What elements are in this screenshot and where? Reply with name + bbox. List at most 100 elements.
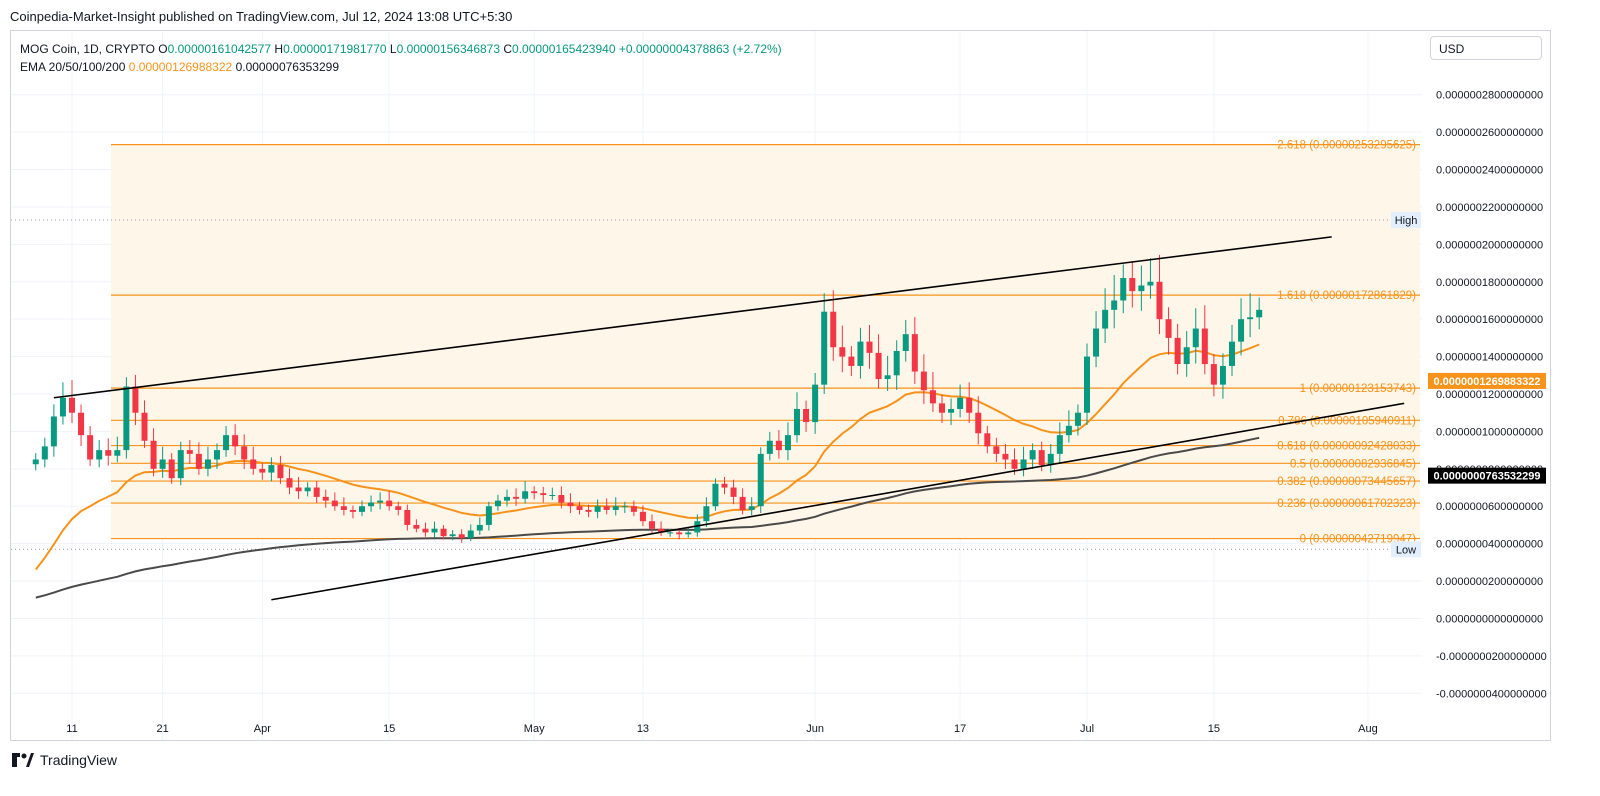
candle-body xyxy=(920,371,927,391)
candle-body xyxy=(232,435,239,447)
y-tick-label: 0.0000000000000000 xyxy=(1436,613,1543,625)
candle-body xyxy=(494,500,501,507)
candle-body xyxy=(721,483,728,488)
candle-body xyxy=(105,450,112,456)
close-label: C xyxy=(503,42,513,56)
candle-body xyxy=(939,403,945,413)
y-tick-label: 0.0000000600000000 xyxy=(1436,501,1543,513)
candle-body xyxy=(295,487,302,492)
y-tick-label: 0.0000002600000000 xyxy=(1436,127,1543,139)
candle-body xyxy=(1256,309,1263,318)
candle-body xyxy=(757,453,764,507)
candle-body xyxy=(857,341,864,366)
symbol-label[interactable]: MOG Coin, 1D, CRYPTO xyxy=(20,42,155,56)
candle-body xyxy=(1093,328,1100,357)
candle-body xyxy=(69,397,75,413)
candle-body xyxy=(540,493,547,496)
candle-body xyxy=(1084,356,1090,413)
candle-body xyxy=(730,487,737,497)
candle-body xyxy=(476,524,483,531)
trendline-lower-channel xyxy=(271,402,1405,601)
candle-body xyxy=(1011,459,1018,469)
fib-label: 1.618 (0.00000172861829) xyxy=(1277,290,1416,302)
chart-frame xyxy=(10,30,1551,741)
candle-body xyxy=(585,509,592,512)
candle-body xyxy=(639,511,646,522)
change-value: +0.00000004378863 (+2.72%) xyxy=(618,42,782,56)
candle-body xyxy=(368,502,375,507)
candle-body xyxy=(340,506,347,510)
brand-label: TradingView xyxy=(40,752,118,768)
tradingview-brand[interactable]: TradingView xyxy=(12,752,117,768)
y-tick-label: 0.0000000200000000 xyxy=(1436,576,1543,588)
ohlc-row: MOG Coin, 1D, CRYPTO O0.00000161042577 H… xyxy=(20,40,782,58)
fib-label: 0.236 (0.00000061702323) xyxy=(1277,498,1416,510)
candle-body xyxy=(123,386,130,451)
candle-body xyxy=(993,446,1000,454)
candle-body xyxy=(866,341,873,353)
y-tick-label: 0.0000000400000000 xyxy=(1436,539,1543,551)
candle-body xyxy=(513,496,520,499)
candle-body xyxy=(594,506,601,512)
y-tick-label: 0.0000001800000000 xyxy=(1436,277,1543,289)
fib-label: 1 (0.00000123153743) xyxy=(1300,383,1417,395)
candle-body xyxy=(458,534,465,539)
high-tag-label: High xyxy=(1395,215,1418,227)
currency-button[interactable]: USD xyxy=(1430,36,1542,60)
candle-body xyxy=(685,532,692,535)
low-tag xyxy=(1391,541,1421,558)
fib-label: 2.618 (0.00000253295625) xyxy=(1277,140,1416,152)
publisher-line: Coinpedia-Market-Insight published on Tr… xyxy=(10,9,513,24)
candle-body xyxy=(485,506,492,525)
candle-body xyxy=(413,524,420,529)
candle-body xyxy=(404,509,411,525)
ema-fast-line xyxy=(35,343,1260,571)
candle-body xyxy=(975,412,982,434)
candle-body xyxy=(658,528,665,533)
x-tick-label: Jun xyxy=(806,723,824,735)
ema-fast-value: 0.00000126988322 xyxy=(128,60,233,74)
candle-body xyxy=(304,487,311,492)
trendline-upper-channel xyxy=(53,236,1332,399)
candle-body xyxy=(884,375,891,380)
candle-body xyxy=(694,521,701,533)
candle-body xyxy=(821,311,828,385)
candle-body xyxy=(159,459,166,469)
ema-row: EMA 20/50/100/200 0.00000126988322 0.000… xyxy=(20,58,782,76)
candle-body xyxy=(504,496,510,501)
candle-body xyxy=(1111,300,1118,310)
candle-body xyxy=(259,468,266,473)
ema-slow-line xyxy=(35,436,1260,599)
candle-body xyxy=(748,506,755,510)
candle-body xyxy=(830,311,837,348)
candle-body xyxy=(848,356,855,366)
candle-body xyxy=(1029,450,1036,460)
candle-body xyxy=(1147,281,1154,286)
candle-body xyxy=(1002,453,1009,460)
candle-body xyxy=(277,465,284,479)
candle-body xyxy=(712,483,719,507)
candle-body xyxy=(1174,337,1181,365)
candle-body xyxy=(377,500,384,503)
candle-body xyxy=(78,412,85,436)
candle-body xyxy=(1102,309,1109,329)
candle-body xyxy=(893,350,900,376)
x-tick-label: 17 xyxy=(954,723,966,735)
ema-label[interactable]: EMA 20/50/100/200 xyxy=(20,60,126,74)
candle-body xyxy=(386,500,393,507)
candle-body xyxy=(522,491,529,499)
y-tick-label: 0.0000001000000000 xyxy=(1436,426,1543,438)
high-tag xyxy=(1391,212,1421,229)
candle-body xyxy=(50,416,57,447)
fib-label: 0 (0.00000042719947) xyxy=(1300,534,1417,546)
candle-body xyxy=(531,491,538,494)
candle-body xyxy=(59,397,66,417)
x-tick-label: 15 xyxy=(1208,723,1220,735)
high-label: H xyxy=(274,42,284,56)
fib-label: 0.618 (0.00000092428033) xyxy=(1277,441,1416,453)
y-tick-label: -0.0000000400000000 xyxy=(1436,688,1547,700)
y-tick-label: 0.0000001200000000 xyxy=(1436,389,1543,401)
y-tick-label: 0.0000001400000000 xyxy=(1436,352,1543,364)
x-tick-label: 15 xyxy=(383,723,395,735)
